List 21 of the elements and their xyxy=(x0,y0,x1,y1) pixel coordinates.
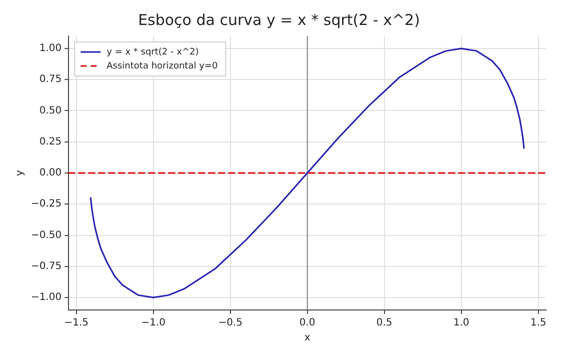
legend-label: y = x * sqrt(2 - x^2) xyxy=(106,47,199,58)
y-tick-label: 0.50 xyxy=(39,105,62,116)
x-tick-label: −1.0 xyxy=(141,318,166,329)
x-axis-title: x xyxy=(304,332,310,344)
x-tick-label: 0.5 xyxy=(376,318,392,329)
y-tick-label: −0.25 xyxy=(30,198,62,210)
y-tick-label: 1.00 xyxy=(39,43,62,54)
y-tick-label: −0.50 xyxy=(30,230,62,241)
y-tick-label: −1.00 xyxy=(30,292,62,304)
x-tick-label: 0.0 xyxy=(299,318,316,329)
y-axis-title: y xyxy=(14,170,26,176)
y-tick-label: 0.25 xyxy=(39,136,62,148)
y-tick-label: 0.75 xyxy=(39,74,62,86)
legend-label: Assintota horizontal y=0 xyxy=(106,61,218,72)
x-tick-label: 1.5 xyxy=(530,318,546,329)
y-tick-label: −0.75 xyxy=(30,261,62,272)
x-tick-label: 1.0 xyxy=(453,318,470,329)
x-tick-label: −1.5 xyxy=(64,318,88,329)
chart-title: Esboço da curva y = x * sqrt(2 - x^2) xyxy=(138,10,420,29)
y-tick-label: 0.00 xyxy=(39,168,62,179)
x-tick-label: −0.5 xyxy=(218,318,242,329)
